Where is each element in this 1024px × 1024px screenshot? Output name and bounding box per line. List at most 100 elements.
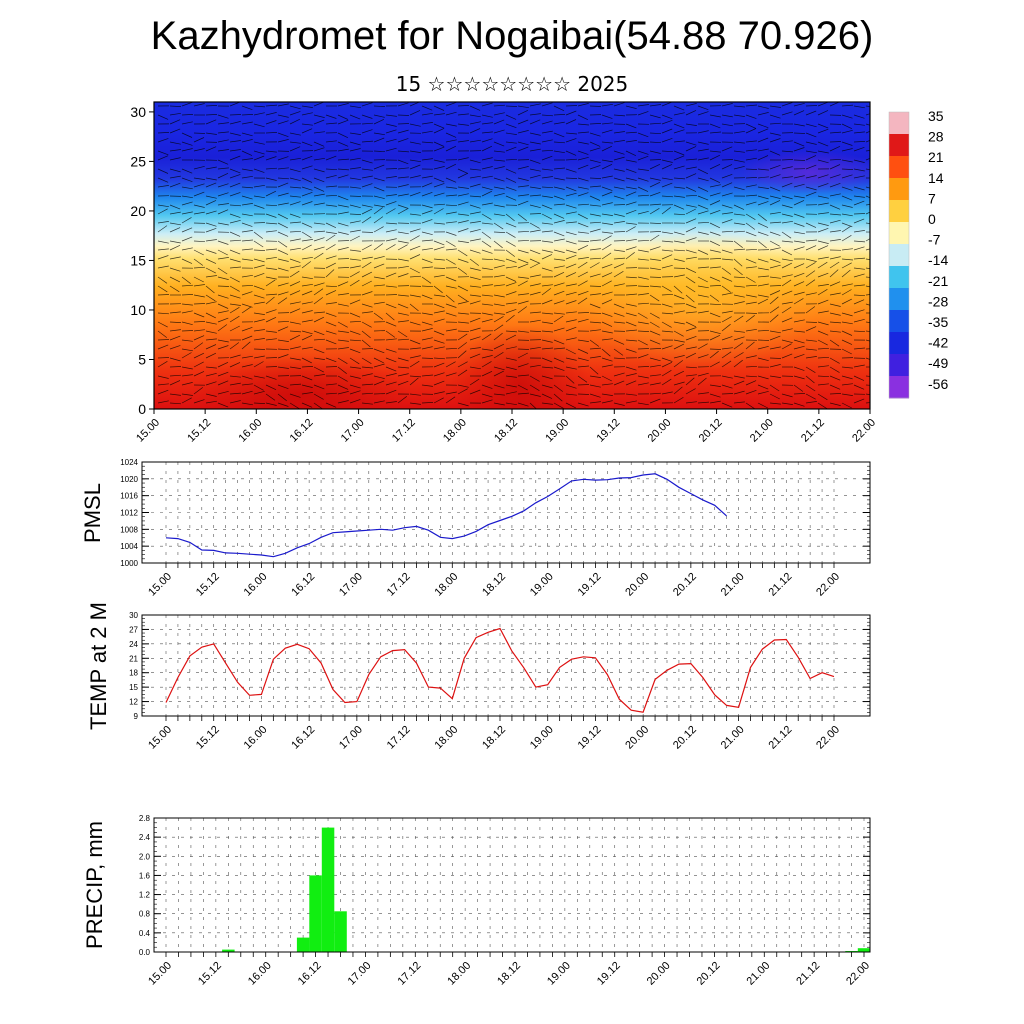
wind-barb [181, 177, 193, 183]
y-tick-label: 1024 [120, 458, 138, 467]
wind-barb [817, 227, 829, 233]
wind-barb [649, 357, 661, 362]
wind-barb [469, 249, 481, 254]
wind-barb [769, 296, 779, 305]
wind-barb [229, 400, 241, 404]
wind-barb [541, 288, 552, 296]
wind-barb [493, 284, 505, 287]
wind-barb [805, 292, 817, 296]
wind-barb [193, 335, 205, 341]
wind-barb [457, 172, 469, 179]
wind-barb [577, 357, 589, 362]
wind-barb [733, 213, 745, 216]
x-tick-label: 21.12 [799, 417, 827, 445]
wind-barb [265, 296, 275, 305]
wind-barb [805, 164, 817, 170]
wind-barb [673, 140, 685, 143]
wind-barb [769, 150, 781, 156]
wind-barb [745, 258, 757, 264]
x-tick-label: 20.12 [697, 417, 725, 445]
colorbar-swatch [889, 266, 909, 289]
wind-barb [469, 159, 481, 164]
wind-barb [193, 148, 205, 152]
wind-barb [241, 375, 253, 380]
wind-barb [169, 357, 181, 362]
wind-barb [445, 347, 458, 350]
wind-barb [445, 391, 457, 395]
wind-barb [841, 383, 853, 386]
colorbar-swatch [889, 288, 909, 311]
wind-barb [745, 312, 758, 314]
wind-barb [277, 182, 289, 188]
wind-barb [253, 112, 265, 116]
wind-barb [733, 375, 745, 379]
wind-barb [337, 400, 349, 404]
wind-barb [277, 231, 289, 237]
wind-barb [445, 328, 457, 332]
wind-barb [601, 299, 613, 305]
wind-barb [277, 384, 289, 390]
wind-barb [229, 155, 241, 161]
wind-barb [517, 194, 529, 197]
wind-barb [853, 213, 866, 215]
wind-barb [709, 348, 722, 350]
wind-barb [397, 193, 409, 197]
wind-barb [169, 380, 181, 386]
wind-barb [817, 289, 828, 296]
wind-barb [277, 366, 289, 369]
wind-barb [529, 222, 540, 229]
wind-barb [757, 357, 769, 362]
wind-barb [709, 131, 722, 134]
wind-barb [757, 345, 769, 350]
wind-barb [589, 321, 602, 324]
wind-barb [337, 357, 348, 364]
wind-barb [421, 337, 433, 341]
wind-barb [337, 119, 349, 125]
wind-barb [613, 348, 624, 356]
wind-barb [553, 282, 565, 287]
wind-barb [181, 211, 193, 215]
wind-barb [721, 276, 733, 282]
wind-barb [433, 303, 445, 309]
wind-barb [169, 311, 181, 314]
wind-barb [853, 200, 865, 206]
wind-barb [229, 303, 241, 306]
wind-barb [865, 105, 870, 107]
wind-barb [637, 366, 650, 368]
wind-barb [721, 402, 733, 408]
wind-barb [169, 227, 181, 233]
wind-barb [853, 257, 866, 260]
wind-barb [541, 139, 553, 143]
wind-barb [817, 212, 829, 215]
wind-barb [481, 131, 493, 134]
wind-barb [541, 402, 553, 405]
wind-barb [253, 329, 265, 332]
wind-barb [793, 132, 806, 134]
wind-barb [421, 384, 433, 387]
wind-barb [433, 397, 444, 404]
wind-barb [337, 222, 349, 227]
wind-barb [433, 318, 445, 323]
wind-barb [685, 388, 696, 395]
wind-barb [697, 266, 710, 269]
wind-barb [469, 204, 481, 209]
wind-barb [373, 118, 385, 125]
cold-core-region [740, 150, 870, 194]
wind-barb [361, 402, 373, 405]
colorbar-swatch [889, 244, 909, 267]
wind-barb [769, 393, 780, 400]
wind-barb [193, 132, 206, 134]
wind-barb [301, 105, 313, 108]
wind-barb [301, 384, 313, 388]
wind-barb [409, 377, 419, 386]
wind-barb [601, 145, 613, 152]
colorbar-frame [888, 111, 910, 399]
wind-barb [265, 393, 276, 401]
wind-barb [373, 114, 385, 118]
wind-barb [853, 330, 866, 333]
wind-barb [577, 150, 589, 155]
wind-barb [577, 213, 588, 220]
wind-barb [217, 159, 229, 165]
colorbar-swatch [889, 178, 909, 201]
wind-barb [385, 294, 398, 296]
